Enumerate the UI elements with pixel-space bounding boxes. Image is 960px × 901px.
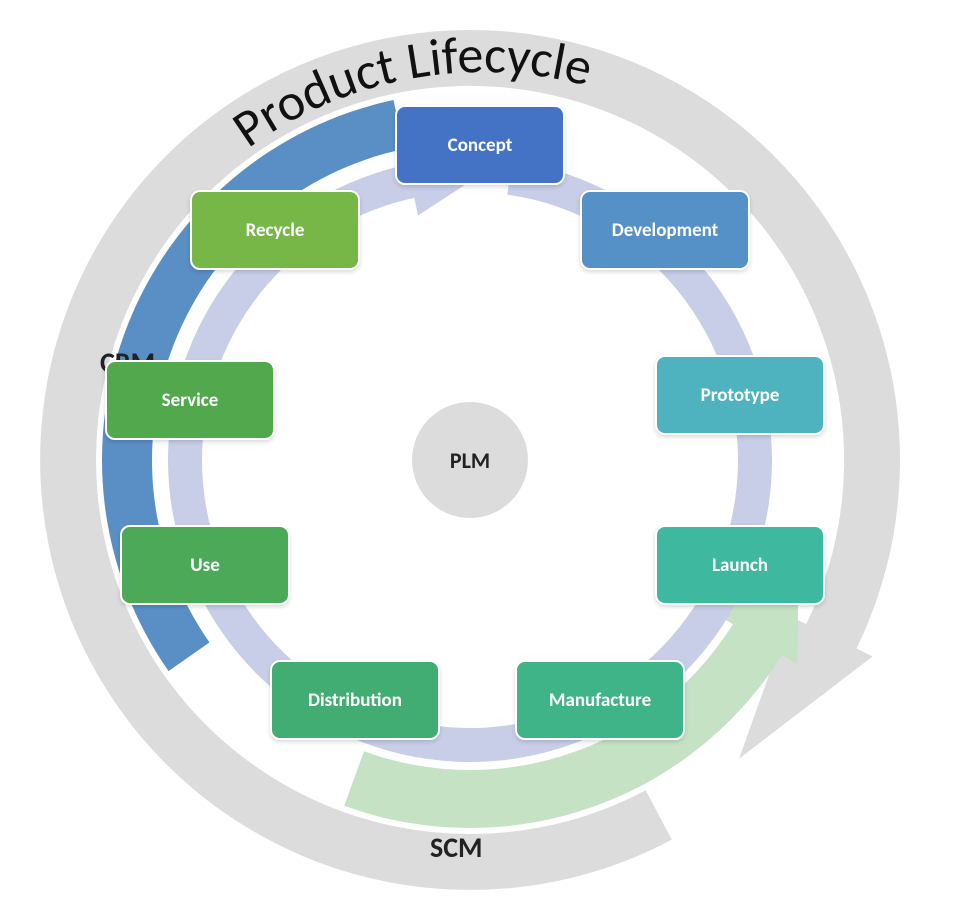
scm-label: SCM	[430, 830, 483, 865]
node-label: Prototype	[701, 384, 780, 407]
node-label: Recycle	[246, 219, 305, 242]
node-use: Use	[120, 525, 290, 605]
center-plm-label: PLM	[450, 447, 490, 474]
node-service: Service	[105, 360, 275, 440]
node-recycle: Recycle	[190, 190, 360, 270]
center-plm-circle: PLM	[412, 402, 528, 518]
node-development: Development	[580, 190, 750, 270]
node-manufacture: Manufacture	[515, 660, 685, 740]
node-label: Distribution	[308, 689, 402, 712]
node-concept: Concept	[395, 105, 565, 185]
node-label: Service	[162, 389, 219, 412]
node-label: Development	[612, 219, 719, 242]
diagram-stage: Product Lifecycle PLM CRM SCM Concept De…	[0, 0, 960, 901]
node-prototype: Prototype	[655, 355, 825, 435]
node-label: Launch	[712, 554, 768, 577]
node-label: Concept	[448, 134, 513, 157]
node-label: Manufacture	[549, 689, 651, 712]
node-label: Use	[190, 554, 220, 577]
node-launch: Launch	[655, 525, 825, 605]
node-distribution: Distribution	[270, 660, 440, 740]
